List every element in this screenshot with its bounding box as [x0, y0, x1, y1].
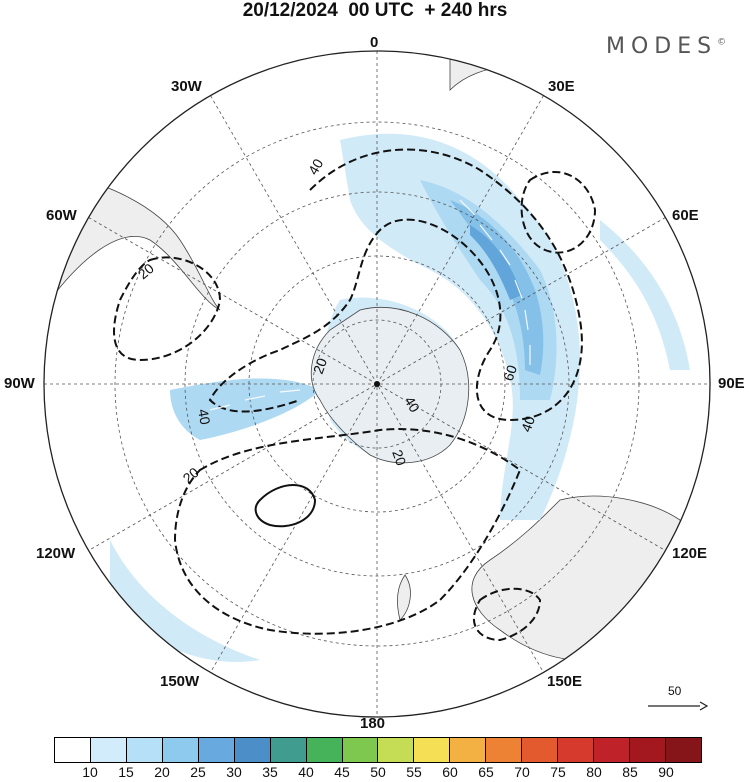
shade-jet-max: [470, 225, 522, 300]
contour-20-west: [113, 256, 222, 362]
map-disk: [44, 51, 710, 717]
reference-arrow-icon: [648, 701, 708, 711]
brand-mark: ©: [717, 37, 727, 48]
colorbar-swatch: [414, 738, 451, 762]
colorbar-swatch: [234, 738, 271, 762]
south-pole-marker: [374, 381, 380, 387]
colorbar-swatch: [558, 738, 595, 762]
reference-vector-value: 50: [668, 684, 682, 698]
colorbar-tick-label: 90: [658, 764, 674, 780]
colorbar-tick-label: 15: [118, 764, 134, 780]
colorbar: [54, 737, 702, 763]
reference-vector: 50: [648, 684, 708, 714]
colorbar-tick-label: 75: [550, 764, 566, 780]
lon-label-120e: 120E: [672, 545, 708, 562]
colorbar-tick-label: 10: [82, 764, 98, 780]
colorbar-tick-label: 30: [226, 764, 242, 780]
contour-solid-south: [254, 484, 317, 528]
colorbar-tick-label: 50: [370, 764, 386, 780]
colorbar-tick-label: 60: [442, 764, 458, 780]
colorbar-swatch: [306, 738, 343, 762]
shade-west-band: [170, 378, 320, 440]
shade-mid: [420, 180, 557, 400]
shade-east-band: [600, 220, 690, 370]
lon-label-120w: 120W: [36, 545, 76, 562]
shade-core: [450, 200, 544, 375]
wind-vectors: [129, 199, 531, 581]
brand-name: MODES: [606, 34, 718, 59]
colorbar-tick-label: 65: [478, 764, 494, 780]
lon-label-30w: 30W: [171, 78, 202, 95]
contour-label: 60: [500, 363, 520, 383]
lon-label-180: 180: [360, 715, 386, 732]
contour-australia: [473, 587, 542, 642]
lon-label-60w: 60W: [46, 207, 77, 224]
contour-label: 20: [389, 448, 409, 468]
lon-label-60e: 60E: [672, 207, 699, 224]
contour-60-east: [520, 170, 597, 254]
colorbar-swatch: [486, 738, 523, 762]
antarctica-land: [310, 307, 470, 464]
polar-map: 40 20 20 40 20 60 40 40 20: [43, 50, 711, 718]
contour-20-south: [173, 428, 522, 635]
colorbar-tick-label: 70: [514, 764, 530, 780]
colorbar-swatch: [342, 738, 379, 762]
lon-label-90w: 90W: [4, 375, 35, 392]
colorbar-swatch: [162, 738, 199, 762]
colorbar-swatch: [270, 738, 307, 762]
colorbar-swatch: [522, 738, 559, 762]
lon-label-90e: 90E: [718, 375, 745, 392]
contour-label-group: 40 20 20 40 20 60 40 40 20: [135, 156, 539, 486]
contour-label: 40: [518, 414, 538, 434]
colorbar-tick-label: 80: [586, 764, 602, 780]
colorbar-swatch: [665, 738, 701, 762]
contour-label: 40: [401, 394, 423, 416]
shade-outer: [340, 133, 580, 520]
colorbar-ticks: 10 15 20 25 30 35 40 45 50 55 60 65 70 75 80 85 90: [54, 764, 702, 782]
colorbar-tick-label: 45: [334, 764, 350, 780]
colorbar-swatch: [450, 738, 487, 762]
colorbar-tick-label: 85: [622, 764, 638, 780]
colorbar-swatch: [594, 738, 630, 762]
colorbar-swatch: [630, 738, 666, 762]
brand-logo: MODES©: [606, 34, 726, 59]
lon-label-150w: 150W: [160, 673, 200, 690]
contour-label: 20: [310, 356, 330, 376]
lon-label-0: 0: [370, 34, 379, 51]
colorbar-tick-label: 25: [190, 764, 206, 780]
colorbar-swatch: [55, 738, 91, 762]
colorbar-tick-label: 40: [298, 764, 314, 780]
colorbar-tick-label: 35: [262, 764, 278, 780]
colorbar-swatch: [126, 738, 163, 762]
contour-label: 40: [195, 408, 213, 426]
colorbar-swatch: [198, 738, 235, 762]
colorbar-swatch: [90, 738, 127, 762]
map-title: 20/12/2024 00 UTC + 240 hrs: [242, 0, 508, 21]
map-border: [43, 50, 711, 718]
colorbar-tick-label: 20: [154, 764, 170, 780]
colorbar-tick-label: 55: [406, 764, 422, 780]
contours: [113, 148, 597, 642]
contour-label: 40: [305, 156, 327, 178]
lon-label-150e: 150E: [547, 673, 583, 690]
lon-label-30e: 30E: [548, 78, 575, 95]
colorbar-swatch: [378, 738, 415, 762]
